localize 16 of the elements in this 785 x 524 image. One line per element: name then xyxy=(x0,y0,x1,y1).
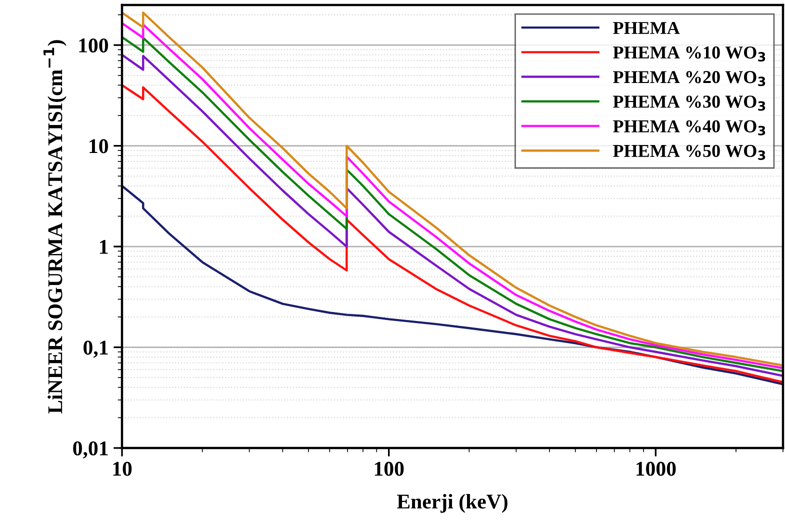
x-tick-label: 1000 xyxy=(636,462,676,476)
legend-label: PHEMA %20 WO$_{3}$ xyxy=(613,71,766,86)
legend-label: PHEMA xyxy=(613,22,680,34)
x-axis-title: Enerji (keV) xyxy=(397,494,508,513)
y-tick-label: 0,01 xyxy=(73,441,108,458)
legend-label: PHEMA %40 WO$_{3}$ xyxy=(613,120,766,136)
x-tick-label: 100 xyxy=(374,462,404,476)
y-tick-label: 1 xyxy=(100,240,108,254)
y-tick-label: 10 xyxy=(90,139,108,154)
y-tick-label: 100 xyxy=(79,38,108,53)
x-tick-label: 10 xyxy=(113,462,132,476)
y-tick-label: 0,1 xyxy=(84,340,108,358)
legend-label: PHEMA %10 WO$_{3}$ xyxy=(613,46,766,62)
legend-label: PHEMA %50 WO$_{3}$ xyxy=(613,144,766,160)
y-axis-title: LiNEER SOGURMA KATSAYISI(cm$^{−1}$) xyxy=(43,40,67,414)
legend-label: PHEMA %30 WO$_{3}$ xyxy=(613,96,766,111)
